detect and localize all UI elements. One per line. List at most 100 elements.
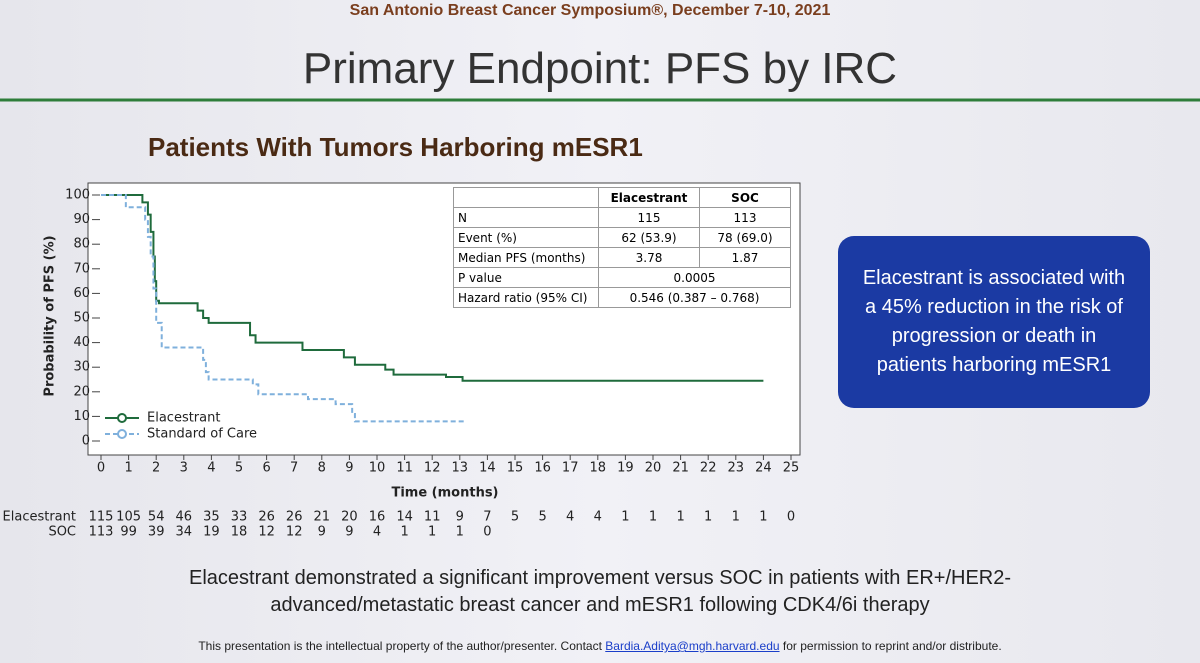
table-header-row: Elacestrant SOC xyxy=(453,187,791,208)
at-risk-count: 18 xyxy=(231,525,248,540)
at-risk-count: 1 xyxy=(400,525,408,540)
table-cell: 0.0005 xyxy=(598,267,791,288)
at-risk-count: 4 xyxy=(566,510,574,525)
table-cell: 62 (53.9) xyxy=(598,227,700,248)
at-risk-count: 1 xyxy=(621,510,629,525)
at-risk-count: 5 xyxy=(511,510,519,525)
callout: Elacestrant is associated with a 45% red… xyxy=(838,236,1150,408)
x-tick-label: 5 xyxy=(235,461,243,476)
x-tick-label: 7 xyxy=(290,461,298,476)
at-risk-count: 54 xyxy=(148,510,165,525)
slide-title: Primary Endpoint: PFS by IRC xyxy=(302,44,898,93)
table-row: N 115 113 xyxy=(453,207,791,228)
y-axis-label: Probability of PFS (%) xyxy=(43,235,58,396)
at-risk-count: 9 xyxy=(318,525,326,540)
x-tick-label: 23 xyxy=(728,461,745,476)
at-risk-count: 26 xyxy=(258,510,275,525)
at-risk-count: 33 xyxy=(231,510,248,525)
at-risk-count: 113 xyxy=(89,525,114,540)
table-cell: 1.87 xyxy=(699,247,791,268)
x-tick-label: 13 xyxy=(452,461,469,476)
legend-marker xyxy=(117,429,127,439)
footer: This presentation is the intellectual pr… xyxy=(0,639,1200,653)
at-risk-count: 46 xyxy=(176,510,193,525)
x-tick-label: 11 xyxy=(396,461,413,476)
x-tick-label: 20 xyxy=(645,461,662,476)
km-curve xyxy=(101,194,764,382)
x-tick-label: 1 xyxy=(124,461,132,476)
table-cell: 3.78 xyxy=(598,247,700,268)
table-row-label: P value xyxy=(453,267,599,288)
y-tick-label: 20 xyxy=(73,384,90,399)
at-risk-count: 7 xyxy=(483,510,491,525)
at-risk-name: Elacestrant xyxy=(3,510,76,525)
y-tick-label: 30 xyxy=(73,360,90,375)
chart-title: Patients With Tumors Harboring mESR1 xyxy=(148,132,643,162)
at-risk-count: 1 xyxy=(676,510,684,525)
table-row: Median PFS (months) 3.78 1.87 xyxy=(453,247,791,268)
table-column-header: Elacestrant xyxy=(598,187,700,208)
table-corner xyxy=(453,187,599,208)
at-risk-count: 1 xyxy=(649,510,657,525)
x-tick-label: 2 xyxy=(152,461,160,476)
callout-text: Elacestrant is associated with a 45% red… xyxy=(862,267,1126,376)
table-row-label: Hazard ratio (95% CI) xyxy=(453,287,599,308)
table-row-label: N xyxy=(453,207,599,228)
x-tick-label: 10 xyxy=(369,461,386,476)
km-curve xyxy=(101,194,466,423)
at-risk-count: 14 xyxy=(396,510,413,525)
at-risk-count: 0 xyxy=(483,525,491,540)
at-risk-count: 12 xyxy=(258,525,275,540)
at-risk-count: 1 xyxy=(456,525,464,540)
x-tick-label: 22 xyxy=(700,461,717,476)
at-risk-count: 0 xyxy=(787,510,795,525)
y-tick-label: 100 xyxy=(65,188,90,203)
table-row: Hazard ratio (95% CI) 0.546 (0.387 – 0.76… xyxy=(453,287,791,308)
x-tick-label: 18 xyxy=(590,461,607,476)
table-row: Event (%) 62 (53.9) 78 (69.0) xyxy=(453,227,791,248)
at-risk-count: 39 xyxy=(148,525,165,540)
at-risk-count: 20 xyxy=(341,510,358,525)
at-risk-count: 11 xyxy=(424,510,441,525)
x-tick-label: 24 xyxy=(755,461,772,476)
table-row: P value 0.0005 xyxy=(453,267,791,288)
table-cell: 113 xyxy=(699,207,791,228)
footer-text: for permission to reprint and/or distrib… xyxy=(782,639,1002,653)
at-risk-count: 115 xyxy=(89,510,114,525)
at-risk-count: 4 xyxy=(373,525,381,540)
x-tick-label: 16 xyxy=(534,461,551,476)
at-risk-count: 1 xyxy=(704,510,712,525)
at-risk-count: 34 xyxy=(176,525,193,540)
x-tick-label: 25 xyxy=(783,461,800,476)
x-tick-label: 3 xyxy=(180,461,188,476)
at-risk-count: 26 xyxy=(286,510,303,525)
legend-label: Elacestrant xyxy=(147,411,220,426)
x-tick-label: 17 xyxy=(562,461,579,476)
table-row-label: Median PFS (months) xyxy=(453,247,599,268)
x-tick-label: 8 xyxy=(318,461,326,476)
y-tick-label: 60 xyxy=(73,286,90,301)
at-risk-count: 21 xyxy=(314,510,331,525)
at-risk-count: 1 xyxy=(759,510,767,525)
stats-table: Elacestrant SOC N 115 113 Event (%) 62 (53.9) 7… xyxy=(453,187,791,308)
x-tick-label: 14 xyxy=(479,461,496,476)
x-tick-label: 9 xyxy=(345,461,353,476)
y-tick-label: 70 xyxy=(73,261,90,276)
x-tick-label: 21 xyxy=(672,461,689,476)
email-link[interactable]: Bardia.Aditya@mgh.harvard.edu xyxy=(605,639,780,653)
x-tick-label: 15 xyxy=(507,461,524,476)
at-risk-count: 1 xyxy=(732,510,740,525)
x-tick-label: 0 xyxy=(97,461,105,476)
legend-marker xyxy=(117,413,127,423)
y-tick-label: 90 xyxy=(73,212,90,227)
at-risk-count: 5 xyxy=(538,510,546,525)
x-axis-label: Time (months) xyxy=(391,486,498,501)
at-risk-count: 99 xyxy=(120,525,137,540)
x-tick-label: 12 xyxy=(424,461,441,476)
at-risk-name: SOC xyxy=(48,525,76,540)
at-risk-count: 1 xyxy=(428,525,436,540)
at-risk-count: 19 xyxy=(203,525,220,540)
at-risk-count: 9 xyxy=(456,510,464,525)
conclusion: Elacestrant demonstrated a significant i… xyxy=(188,567,1012,616)
